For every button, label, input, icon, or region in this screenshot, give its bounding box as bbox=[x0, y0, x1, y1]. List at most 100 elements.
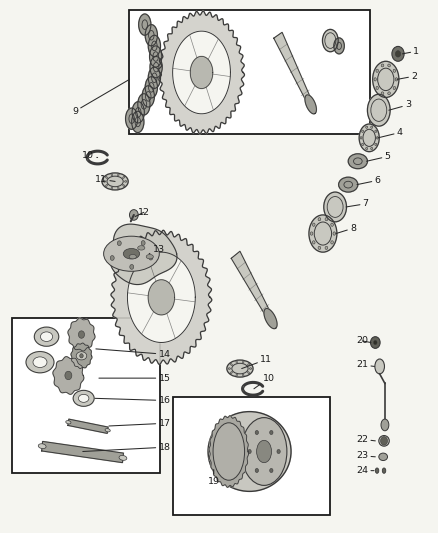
Text: 14: 14 bbox=[96, 349, 170, 359]
Polygon shape bbox=[148, 280, 175, 315]
Polygon shape bbox=[73, 390, 94, 406]
Polygon shape bbox=[264, 309, 277, 329]
Ellipse shape bbox=[118, 174, 119, 176]
Polygon shape bbox=[142, 86, 154, 107]
Ellipse shape bbox=[40, 332, 53, 342]
Ellipse shape bbox=[371, 126, 373, 128]
Ellipse shape bbox=[242, 386, 244, 387]
Ellipse shape bbox=[106, 184, 107, 187]
Ellipse shape bbox=[119, 455, 127, 461]
Polygon shape bbox=[339, 177, 358, 192]
Circle shape bbox=[78, 331, 85, 338]
Ellipse shape bbox=[393, 69, 396, 72]
Ellipse shape bbox=[318, 246, 321, 249]
Ellipse shape bbox=[318, 217, 321, 221]
Polygon shape bbox=[150, 56, 162, 78]
Ellipse shape bbox=[236, 361, 237, 364]
Polygon shape bbox=[208, 411, 291, 491]
Ellipse shape bbox=[213, 423, 244, 480]
Ellipse shape bbox=[388, 92, 390, 95]
Text: 20: 20 bbox=[356, 336, 371, 345]
Ellipse shape bbox=[123, 176, 125, 179]
Circle shape bbox=[270, 469, 273, 473]
Text: 7: 7 bbox=[346, 199, 369, 208]
Bar bbox=[12, 318, 160, 473]
Text: 21: 21 bbox=[356, 360, 374, 369]
Ellipse shape bbox=[395, 78, 398, 81]
Ellipse shape bbox=[146, 254, 153, 259]
Ellipse shape bbox=[123, 248, 140, 259]
Ellipse shape bbox=[379, 435, 389, 446]
Ellipse shape bbox=[331, 241, 333, 244]
Polygon shape bbox=[367, 94, 390, 126]
Ellipse shape bbox=[104, 236, 159, 271]
Ellipse shape bbox=[311, 232, 313, 235]
Circle shape bbox=[130, 264, 134, 269]
Ellipse shape bbox=[118, 187, 119, 189]
Circle shape bbox=[65, 371, 72, 379]
Ellipse shape bbox=[362, 130, 364, 133]
Ellipse shape bbox=[78, 394, 89, 402]
Ellipse shape bbox=[33, 357, 47, 368]
Polygon shape bbox=[42, 441, 124, 463]
Ellipse shape bbox=[236, 374, 237, 376]
Text: 10: 10 bbox=[254, 374, 275, 389]
Ellipse shape bbox=[375, 130, 377, 133]
Ellipse shape bbox=[360, 136, 362, 139]
Polygon shape bbox=[126, 108, 138, 130]
Circle shape bbox=[130, 209, 138, 220]
Ellipse shape bbox=[333, 232, 336, 235]
Ellipse shape bbox=[76, 352, 87, 360]
Circle shape bbox=[396, 51, 401, 57]
Polygon shape bbox=[34, 327, 59, 346]
Text: 18: 18 bbox=[83, 443, 170, 452]
Ellipse shape bbox=[241, 418, 287, 486]
Polygon shape bbox=[111, 230, 212, 365]
Text: 8: 8 bbox=[336, 224, 356, 233]
Polygon shape bbox=[305, 95, 316, 114]
Text: 19: 19 bbox=[208, 470, 220, 486]
Circle shape bbox=[374, 341, 377, 345]
Ellipse shape bbox=[375, 468, 379, 473]
Ellipse shape bbox=[87, 155, 89, 156]
Polygon shape bbox=[71, 343, 92, 369]
Ellipse shape bbox=[124, 181, 127, 182]
Ellipse shape bbox=[249, 368, 252, 369]
Polygon shape bbox=[159, 11, 244, 134]
Text: 5: 5 bbox=[367, 152, 391, 161]
Text: 24: 24 bbox=[356, 466, 374, 475]
Polygon shape bbox=[322, 29, 338, 52]
Ellipse shape bbox=[375, 359, 385, 374]
Polygon shape bbox=[231, 251, 273, 320]
Ellipse shape bbox=[325, 246, 328, 249]
Circle shape bbox=[270, 431, 273, 434]
Circle shape bbox=[255, 431, 258, 434]
Polygon shape bbox=[274, 33, 313, 106]
Ellipse shape bbox=[362, 143, 364, 146]
Text: 9: 9 bbox=[72, 79, 130, 116]
Circle shape bbox=[371, 337, 380, 349]
Ellipse shape bbox=[375, 143, 377, 146]
Ellipse shape bbox=[38, 444, 46, 449]
Circle shape bbox=[110, 256, 114, 261]
Ellipse shape bbox=[312, 241, 315, 244]
Ellipse shape bbox=[376, 86, 378, 90]
Polygon shape bbox=[309, 215, 337, 252]
Text: 17: 17 bbox=[109, 419, 170, 428]
Ellipse shape bbox=[242, 390, 244, 392]
Ellipse shape bbox=[381, 92, 384, 95]
Text: 1: 1 bbox=[403, 47, 419, 55]
Ellipse shape bbox=[105, 429, 110, 432]
Text: 12: 12 bbox=[135, 208, 150, 217]
Text: 6: 6 bbox=[357, 176, 381, 185]
Polygon shape bbox=[227, 360, 253, 377]
Circle shape bbox=[248, 449, 251, 454]
Polygon shape bbox=[334, 38, 344, 54]
Polygon shape bbox=[145, 77, 157, 98]
Text: 4: 4 bbox=[378, 128, 403, 138]
Circle shape bbox=[277, 449, 280, 454]
Ellipse shape bbox=[257, 440, 272, 463]
Ellipse shape bbox=[366, 148, 367, 150]
Text: 15: 15 bbox=[99, 374, 170, 383]
Circle shape bbox=[141, 240, 145, 245]
